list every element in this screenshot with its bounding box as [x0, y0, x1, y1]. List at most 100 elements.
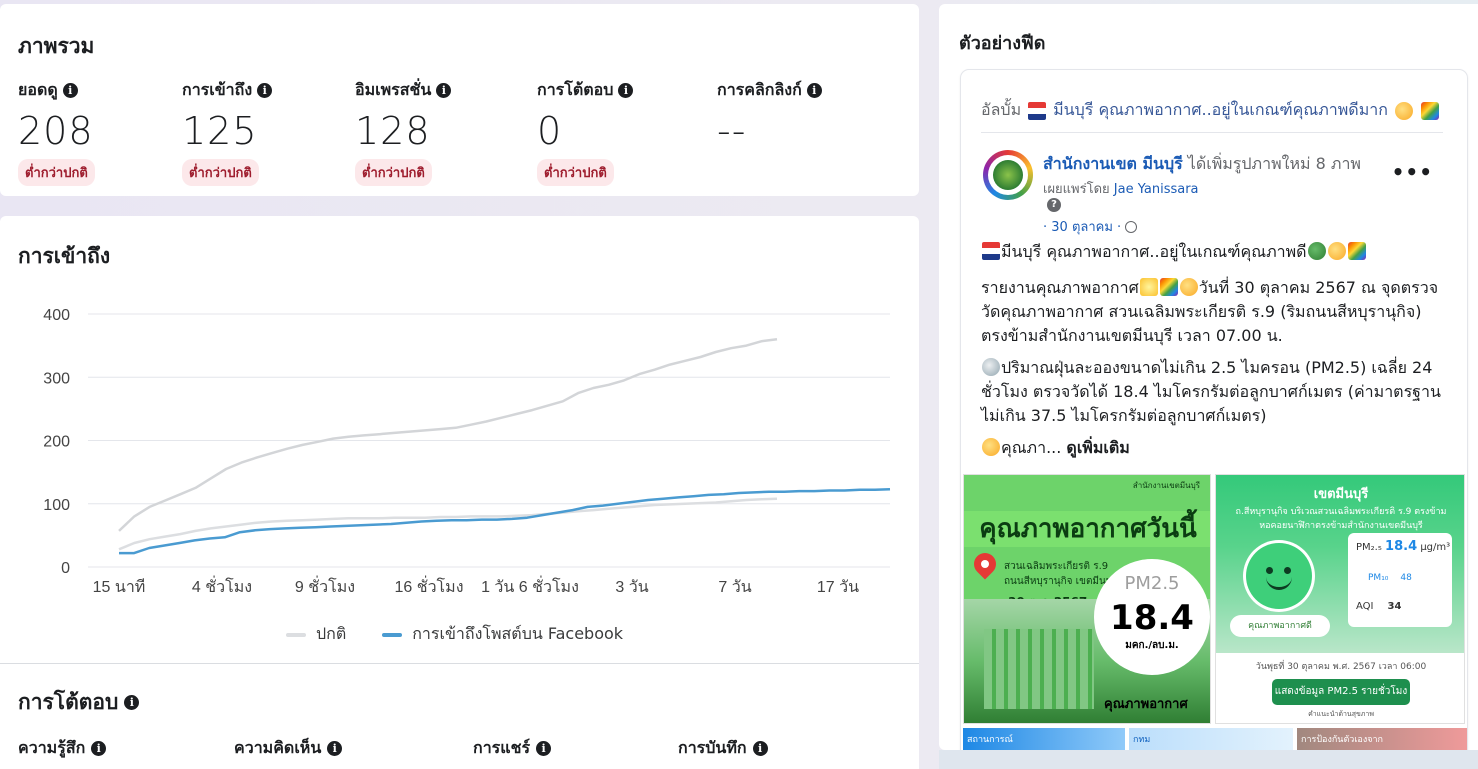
info-icon[interactable]: i [752, 741, 768, 756]
status-badge: ต่ำกว่าปกติ [182, 159, 259, 186]
pm10-label: PM₁₀ [1368, 573, 1389, 583]
post-image-2[interactable]: เขตมีนบุรี ถ.สีหบุรานุกิจ บริเวณสวนเฉลิม… [1215, 474, 1465, 724]
image-date-line: วันพุธที่ 30 ตุลาคม พ.ศ. 2567 เวลา 06:00 [1255, 662, 1427, 672]
info-icon[interactable]: i [806, 83, 822, 98]
engagement-metric-label: ความคิดเห็น [234, 738, 322, 757]
engagement-reactions: ความรู้สึก i [18, 736, 107, 761]
publisher-prefix: เผยแพร่โดย [1043, 182, 1114, 197]
legend-label: ปกติ [316, 624, 347, 643]
page-name-link[interactable]: สำนักงานเขต มีนบุรี [1043, 154, 1183, 173]
info-icon[interactable]: i [257, 83, 273, 98]
background-strip [939, 750, 1478, 769]
info-icon[interactable]: i [327, 741, 343, 756]
paragraph-text: วันที่ 30 ตุลาคม 2567 ณ จุดตรวจวัดคุณภาพ… [981, 278, 1439, 345]
reach-card: การเข้าถึง 0 100 200 300 400 15 นาที 4 ชั่วโมง… [0, 216, 919, 769]
air-quality-caption: คุณภาพอากาศ [1104, 697, 1188, 712]
album-name: มีนบุรี คุณภาพอากาศ..อยู่ในเกณฑ์คุณภาพดี… [1053, 100, 1388, 119]
x-tick-label: 9 ชั่วโมง [295, 575, 355, 596]
engagement-title-text: การโต้ตอบ [18, 690, 119, 714]
metric-impressions: อิมเพรสชั่น i 128 ต่ำกว่าปกติ [355, 78, 452, 186]
section-divider [0, 663, 919, 664]
image-location: สวนเฉลิมพระเกียรติ ร.9 ถนนสีหบุรานุกิจ เ… [1004, 559, 1118, 589]
hourly-pm-button: แสดงข้อมูล PM2.5 รายชั่วโมง [1272, 679, 1410, 705]
publisher-line: เผยแพร่โดย Jae Yanissara [1043, 178, 1199, 199]
info-icon[interactable]: i [536, 741, 552, 756]
aqi-stat: AQI 34 [1356, 601, 1401, 612]
metric-engagement: การโต้ตอบ i 0 ต่ำกว่าปกติ [537, 78, 634, 186]
rainbow-emoji-icon [1347, 242, 1366, 260]
location-pin-dot [981, 560, 989, 568]
album-link[interactable]: อัลบั้ม มีนบุรี คุณภาพอากาศ..อยู่ในเกณฑ์… [981, 98, 1440, 123]
thumb-text: การป้องกันตัวเองจาก [1301, 735, 1384, 745]
post-paragraph-3: ปริมาณฝุ่นละอองขนาดไม่เกิน 2.5 ไมครอน (P… [981, 356, 1447, 428]
status-badge: ต่ำกว่าปกติ [355, 159, 432, 186]
pm-value: 18.4 [1110, 598, 1194, 638]
paragraph-text: ปริมาณฝุ่นละอองขนาดไม่เกิน 2.5 ไมครอน (P… [981, 358, 1441, 425]
x-tick-label: 4 ชั่วโมง [192, 575, 252, 596]
page-avatar[interactable] [983, 150, 1033, 200]
location-line: สวนเฉลิมพระเกียรติ ร.9 [1004, 561, 1109, 572]
pm10-stat: PM₁₀ 48 [1356, 573, 1412, 583]
post-image-1[interactable]: สำนักงานเขตมีนบุรี คุณภาพอากาศวันนี้ สวน… [963, 474, 1211, 724]
post-divider [981, 132, 1443, 133]
x-tick-label: 15 นาที [93, 578, 146, 596]
air-stats-card: PM₂.₅ 18.4 µg/m³ PM₁₀ 48 AQI 34 [1348, 533, 1452, 627]
aqi-value: 34 [1387, 601, 1402, 612]
legend-swatch-normal [286, 632, 306, 637]
engagement-saves: การบันทึก i [678, 736, 768, 761]
post-header: สำนักงานเขต มีนบุรี ได้เพิ่มรูปภาพใหม่ 8… [1043, 152, 1361, 177]
paragraph-text: คุณภา... [1001, 438, 1067, 457]
info-icon[interactable]: i [618, 83, 634, 98]
y-tick-label: 200 [43, 434, 70, 451]
x-tick-label: 17 วัน [817, 579, 859, 596]
health-advice-text: คำแนะนำด้านสุขภาพ [1308, 710, 1374, 718]
info-icon[interactable]: i [62, 83, 78, 98]
smile-emoji-icon [1179, 278, 1198, 296]
status-badge: ต่ำกว่าปกติ [18, 159, 95, 186]
see-more-link[interactable]: ดูเพิ่มเติม [1066, 438, 1130, 457]
metric-value: 125 [182, 109, 258, 153]
district-subtitle: ถ.สีหบุรานุกิจ บริเวณสวนเฉลิมพระเกียรติ … [1235, 507, 1447, 531]
quality-pill: คุณภาพอากาศดี [1230, 615, 1330, 637]
engagement-shares: การแชร์ i [473, 736, 552, 761]
paragraph-text: มีนบุรี คุณภาพอากาศ..อยู่ในเกณฑ์คุณภาพดี [1001, 242, 1307, 261]
info-icon[interactable]: i [436, 83, 452, 98]
info-icon[interactable]: i [91, 741, 107, 756]
metric-label: การเข้าถึง [182, 80, 253, 99]
pm-unit: มคก./ลบ.ม. [1125, 640, 1179, 651]
series-line-facebook [119, 487, 891, 555]
album-prefix: อัลบั้ม [981, 100, 1022, 119]
help-icon[interactable]: ? [1047, 198, 1061, 212]
pm25-value: 18.4 [1385, 539, 1418, 554]
legend-label: การเข้าถึงโพสต์บน Facebook [412, 624, 624, 643]
feed-preview-panel: ตัวอย่างฟีด อัลบั้ม มีนบุรี คุณภาพอากาศ.… [939, 4, 1478, 760]
publisher-link[interactable]: Jae Yanissara [1113, 182, 1199, 197]
x-tick-label: 7 วัน [718, 579, 751, 596]
reach-title: การเข้าถึง [18, 244, 111, 268]
post-date[interactable]: · 30 ตุลาคม · [1043, 216, 1138, 237]
pm-label: PM2.5 [1124, 573, 1180, 594]
info-icon[interactable]: i [124, 695, 140, 710]
legend-swatch-facebook [382, 632, 403, 637]
feed-preview-title: ตัวอย่างฟีด [959, 33, 1046, 54]
metric-value: 128 [355, 109, 431, 153]
x-tick-label: 3 วัน [615, 579, 648, 596]
post-paragraph-1: มีนบุรี คุณภาพอากาศ..อยู่ในเกณฑ์คุณภาพดี [981, 240, 1447, 264]
image-title: คุณภาพอากาศวันนี้ [964, 511, 1210, 547]
y-tick-label: 100 [43, 497, 70, 514]
series-line-upper [118, 338, 778, 532]
post-date-text: · 30 ตุลาคม · [1043, 220, 1122, 235]
metric-value: -- [717, 109, 747, 153]
dust-emoji-icon [982, 358, 1000, 376]
smiley-face-icon [1246, 543, 1312, 609]
engagement-metric-label: การแชร์ [473, 738, 531, 757]
more-options-icon[interactable]: ••• [1391, 160, 1433, 184]
x-tick-label: 16 ชั่วโมง [394, 575, 463, 596]
smile-emoji-icon [1327, 242, 1346, 260]
legend-item-normal[interactable]: ปกติ [286, 622, 346, 647]
flag-emoji-icon [982, 242, 1000, 260]
image-footer: วันพุธที่ 30 ตุลาคม พ.ศ. 2567 เวลา 06:00… [1216, 653, 1464, 723]
metric-label: อิมเพรสชั่น [355, 80, 432, 99]
reach-line-chart: 0 100 200 300 400 15 นาที 4 ชั่วโมง 9 ชั่วโมง 16… [43, 307, 891, 596]
legend-item-facebook[interactable]: การเข้าถึงโพสต์บน Facebook [382, 622, 623, 647]
